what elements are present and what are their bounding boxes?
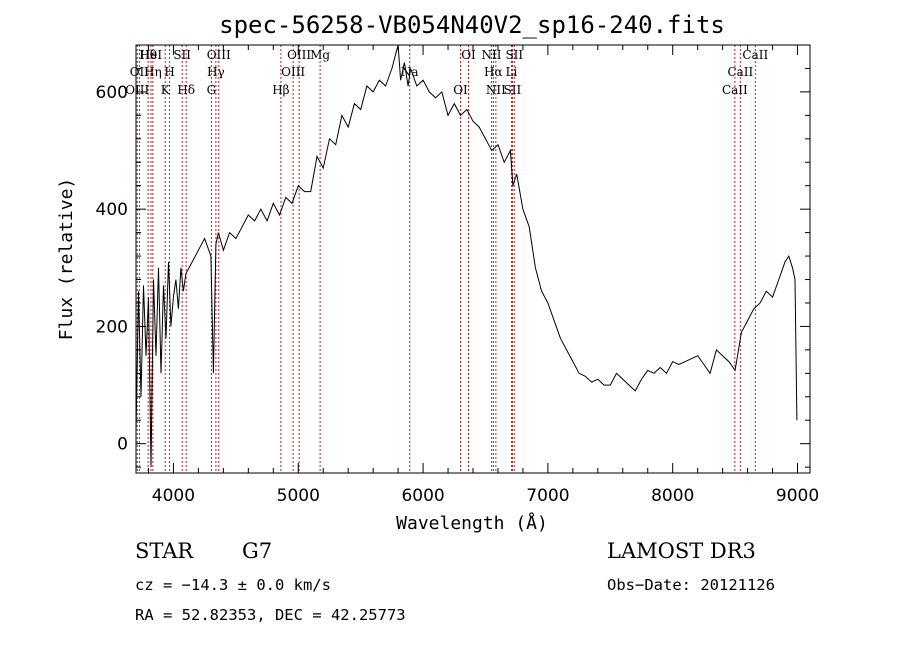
y-tick-label: 400 bbox=[96, 200, 128, 220]
spectral-line-label: Hγ bbox=[207, 65, 225, 79]
spectral-line-label: CaII bbox=[722, 83, 748, 97]
spectrum-line bbox=[135, 44, 798, 468]
spectral-line-label: K bbox=[161, 83, 171, 97]
x-tick-label: 5000 bbox=[277, 486, 320, 506]
spectral-line-label: NII bbox=[481, 48, 501, 62]
spectral-line-label: SII bbox=[505, 48, 523, 62]
spectral-line-label: Hθ bbox=[139, 48, 157, 62]
x-tick-label: 4000 bbox=[152, 486, 195, 506]
spectral-line-label: OI bbox=[461, 48, 476, 62]
spectral-line-label: NII bbox=[486, 83, 506, 97]
spectral-line-label: OIII bbox=[207, 48, 231, 62]
x-tick-label: 8000 bbox=[651, 486, 694, 506]
obs-date-line: Obs−Date: 20121126 bbox=[607, 576, 775, 594]
object-class: STAR bbox=[135, 539, 194, 563]
spectral-line-markers bbox=[136, 45, 756, 473]
spectral-line-label: HeI bbox=[140, 48, 163, 62]
spectral-line-label: Hβ bbox=[272, 83, 289, 97]
spectral-line-label: SII bbox=[504, 83, 522, 97]
y-axis-ticks: 0 200 400 600 bbox=[96, 44, 810, 468]
redshift-line: cz = −14.3 ± 0.0 km/s bbox=[135, 576, 331, 594]
plot-frame bbox=[135, 44, 811, 474]
x-axis-ticks: 4000 5000 6000 7000 8000 9000 bbox=[147, 45, 819, 506]
object-subclass: G7 bbox=[242, 539, 272, 563]
spectral-line-labels: Hθ OII OIII HeI Hη K SII HHδ OIII Hγ G OIII OIII Hβ Mg… bbox=[125, 48, 768, 97]
spectrum-series bbox=[135, 44, 798, 468]
spectral-line-label: OII bbox=[130, 65, 150, 79]
survey-name: LAMOST DR3 bbox=[607, 539, 756, 563]
y-tick-label: 0 bbox=[117, 435, 128, 455]
spectral-line-label: Hη bbox=[144, 65, 162, 79]
spectral-line-label: CaII bbox=[742, 48, 768, 62]
spectral-line-label: OIII bbox=[287, 48, 311, 62]
spectral-line-label: Hδ bbox=[177, 83, 195, 97]
y-axis-label: Flux (relative) bbox=[56, 178, 77, 341]
x-axis-label: Wavelength (Å) bbox=[396, 512, 548, 534]
x-tick-label: 7000 bbox=[526, 486, 569, 506]
spectral-line-label: Hα bbox=[484, 65, 503, 79]
y-tick-label: 600 bbox=[96, 83, 128, 103]
spectral-line-label: CaII bbox=[727, 65, 753, 79]
x-tick-label: 6000 bbox=[401, 486, 444, 506]
spectral-line-label: Li bbox=[506, 65, 518, 79]
spectral-line-label: OIII bbox=[281, 65, 305, 79]
chart-title: spec-56258-VB054N40V2_sp16-240.fits bbox=[219, 11, 725, 39]
coordinates-line: RA = 52.82353, DEC = 42.25773 bbox=[135, 606, 406, 624]
spectral-line-label: OIII bbox=[125, 83, 149, 97]
y-tick-label: 200 bbox=[96, 317, 128, 337]
x-tick-label: 9000 bbox=[776, 486, 819, 506]
spectral-line-label: SII bbox=[173, 48, 191, 62]
spectral-line-label: H bbox=[164, 65, 174, 79]
spectral-line-label: OI bbox=[453, 83, 468, 97]
spectral-line-label: G bbox=[207, 83, 217, 97]
spectral-line-label: Mg bbox=[310, 48, 330, 62]
